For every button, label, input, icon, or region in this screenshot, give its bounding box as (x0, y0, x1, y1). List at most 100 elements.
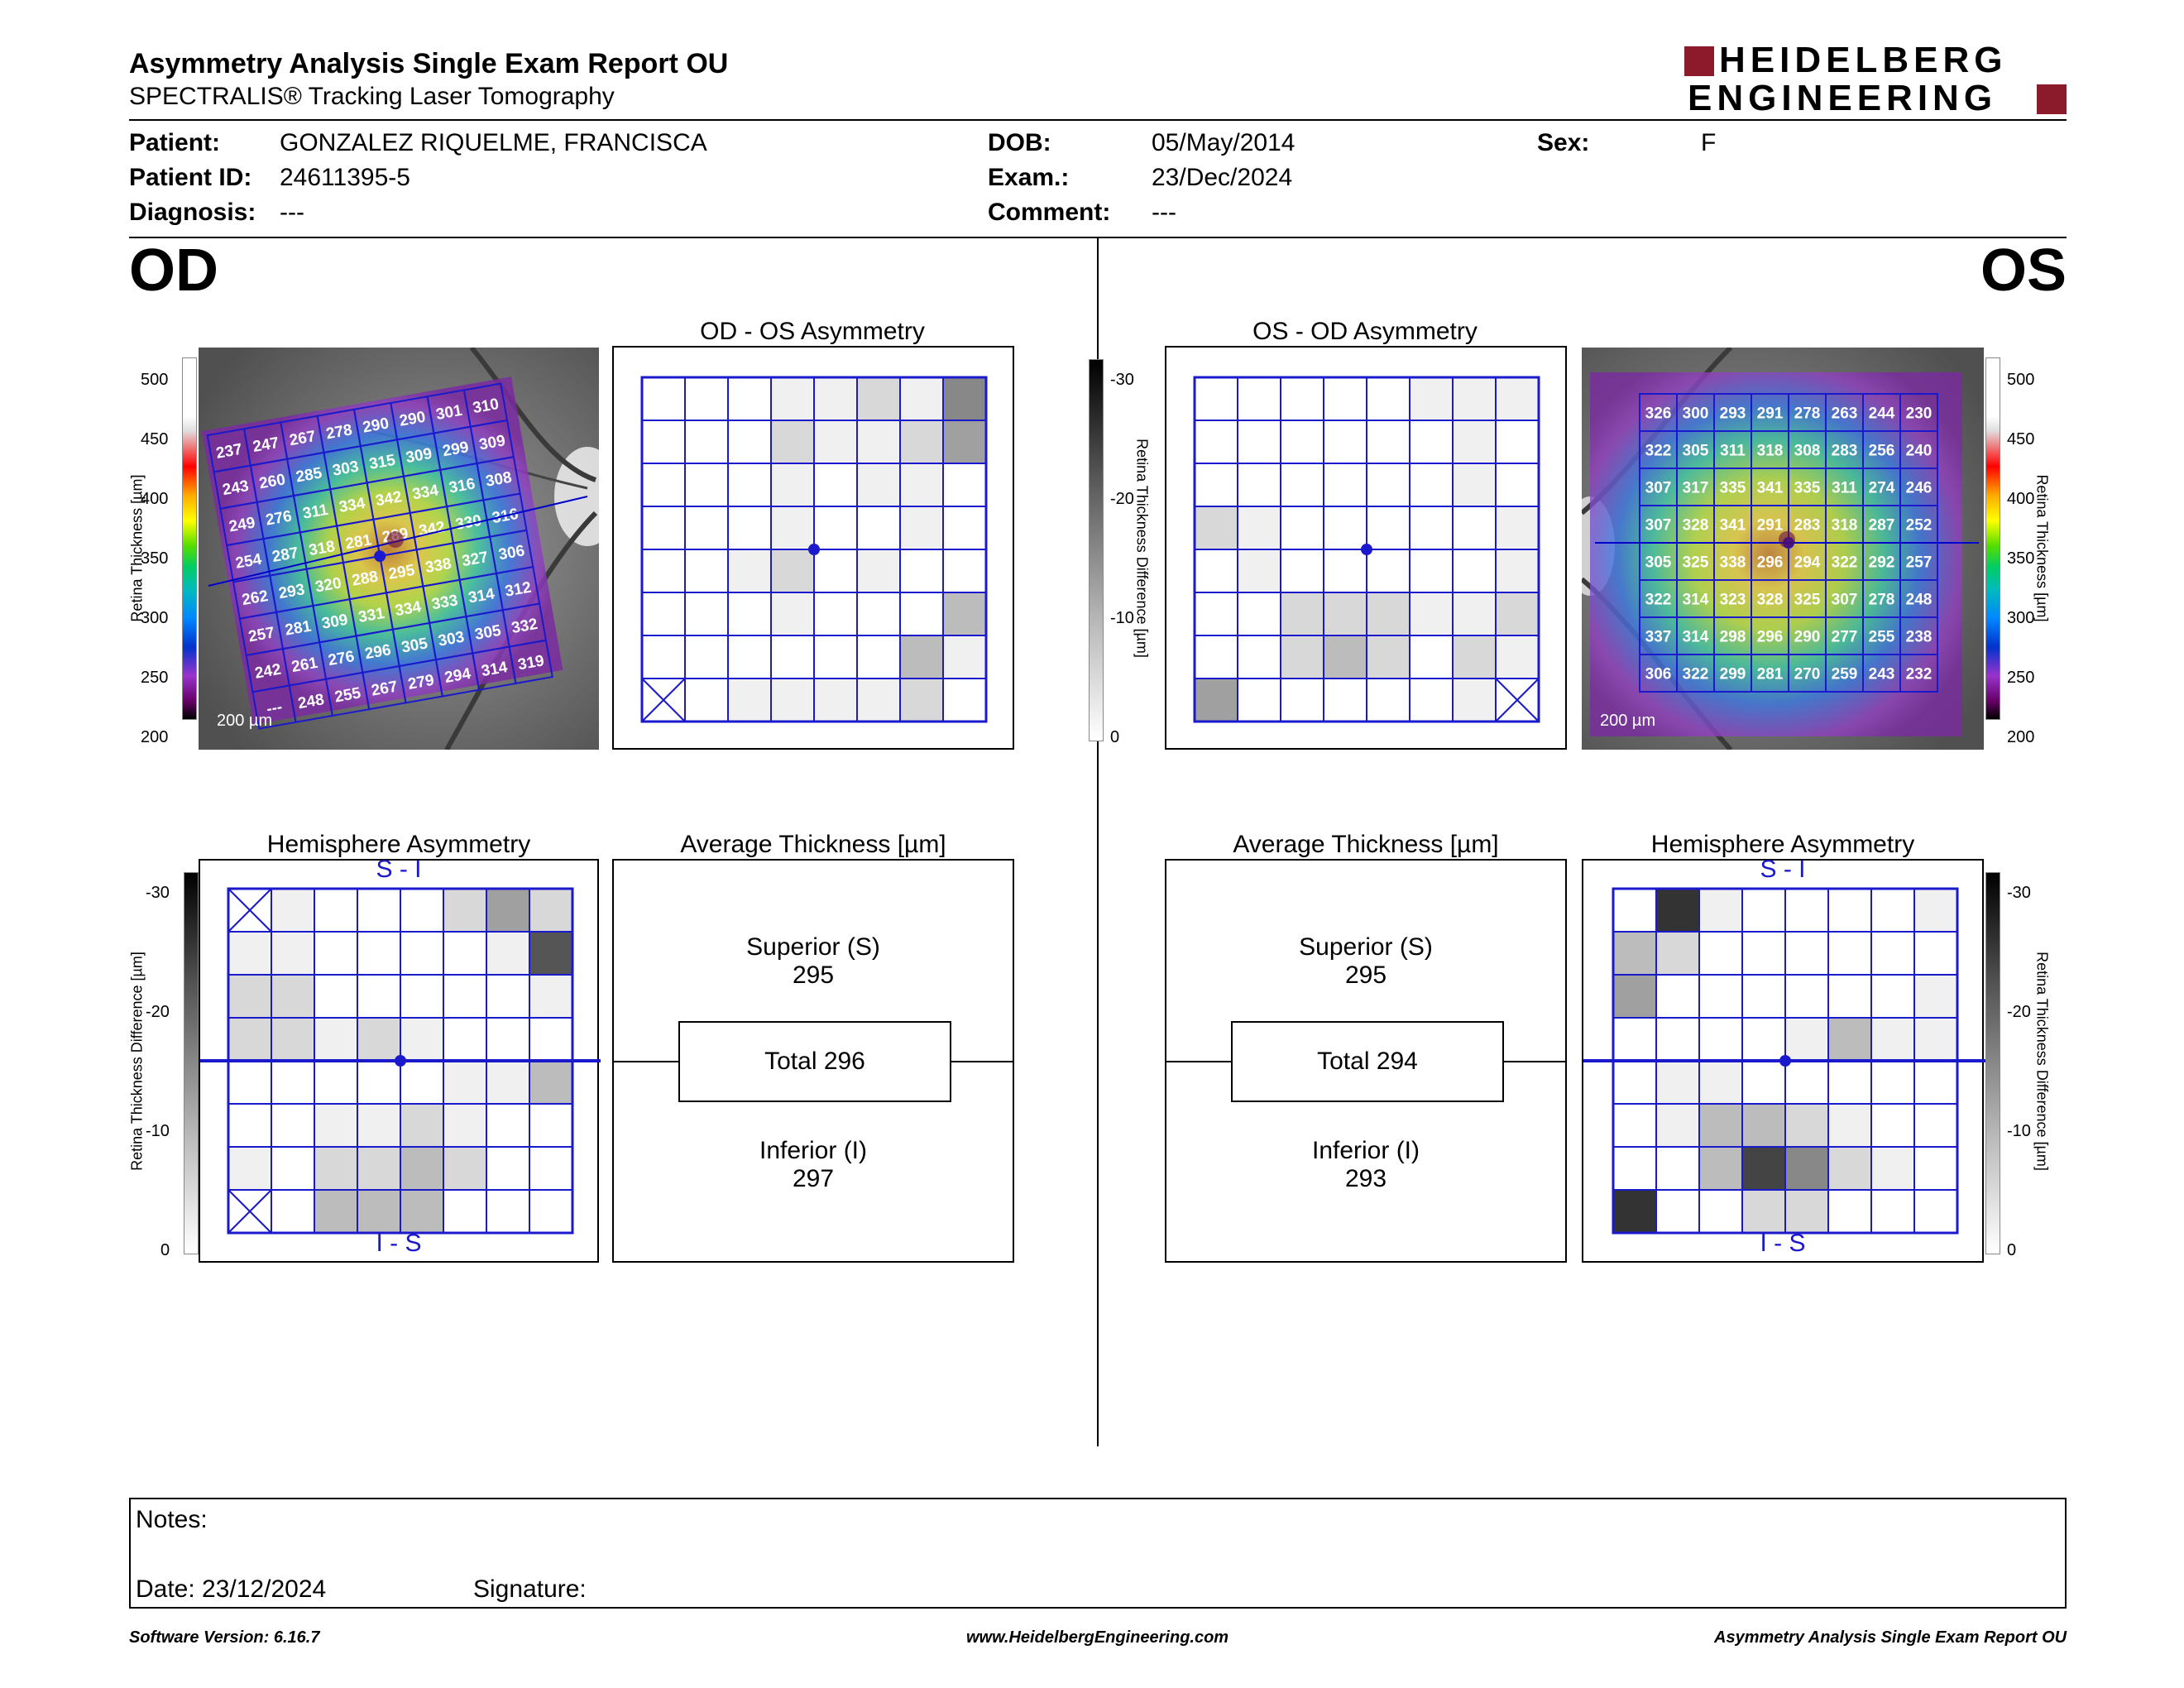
grid-cell (1194, 592, 1238, 636)
map-cell (1899, 654, 1938, 693)
grid-cell (1452, 635, 1497, 679)
grid-cell (813, 506, 858, 550)
grid-cell (1741, 974, 1786, 1019)
thickness-axis-label: Retina Thickness [µm] (2033, 474, 2051, 622)
grid-cell (228, 974, 272, 1019)
grid-cell (1827, 974, 1872, 1019)
grid-cell (1323, 549, 1367, 593)
thickness-gradient (1985, 357, 2000, 720)
grid-cell (1409, 678, 1454, 722)
thickness-value: 244 (1869, 405, 1895, 423)
thickness-value: 283 (1832, 443, 1858, 460)
grid-cell (1452, 506, 1497, 550)
thickness-tick: 300 (2007, 609, 2035, 627)
grid-cell (357, 931, 401, 976)
grid-cell (1655, 1146, 1700, 1191)
grid-cell (1870, 1017, 1915, 1062)
grid-cell (641, 463, 686, 507)
grid-cell (1452, 463, 1497, 507)
os-eye-label: OS (1980, 237, 2067, 304)
thickness-value: 298 (1720, 629, 1746, 646)
grid-cell (228, 1017, 272, 1062)
grid-cell (486, 1060, 530, 1105)
grid-cell (1366, 376, 1410, 421)
grid-cell (813, 376, 858, 421)
grid-cell (486, 1017, 530, 1062)
grid-cell (314, 1017, 358, 1062)
grid-cell (1194, 463, 1238, 507)
patient-id-value: 24611395-5 (280, 164, 410, 191)
grid-cell (942, 376, 987, 421)
notes-signature-label: Signature: (473, 1575, 587, 1603)
grid-cell (1323, 635, 1367, 679)
thickness-value: 322 (1645, 443, 1672, 460)
excluded-cell-mark (228, 888, 272, 933)
thickness-value: 283 (1794, 517, 1821, 535)
thickness-gradient (182, 357, 197, 720)
grid-cell (486, 1189, 530, 1234)
header-divider (129, 119, 2067, 121)
patient-label: Patient: (129, 129, 221, 156)
logo-line1: HEIDELBERG (1719, 40, 2008, 80)
diff-gradient (184, 872, 199, 1254)
thickness-tick: 400 (141, 490, 169, 508)
grid-cell (314, 1103, 358, 1148)
thickness-value: 314 (1683, 592, 1709, 609)
grid-cell (1194, 635, 1238, 679)
grid-cell (770, 463, 815, 507)
thickness-tick: 200 (141, 728, 169, 746)
od-thickness-colorbar: 500 450 400 350 300 250 200 Retina Thick… (124, 348, 199, 746)
comment-label: Comment: (988, 199, 1111, 226)
grid-cell (727, 635, 772, 679)
grid-cell (314, 1146, 358, 1191)
grid-cell (899, 463, 944, 507)
grid-cell (1409, 506, 1454, 550)
grid-cell (228, 1103, 272, 1148)
grid-cell (856, 678, 901, 722)
od-hemisphere-grid (200, 887, 601, 1235)
thickness-value: 274 (1869, 480, 1895, 497)
grid-cell (641, 635, 686, 679)
grid-cell (1741, 931, 1786, 976)
grid-cell (727, 678, 772, 722)
grid-cell (1409, 463, 1454, 507)
grid-cell (357, 1146, 401, 1191)
grid-cell (684, 678, 729, 722)
grid-cell (1741, 1017, 1786, 1062)
thickness-value: 240 (1906, 443, 1933, 460)
thickness-value: 299 (1720, 666, 1746, 683)
notes-label: Notes: (136, 1506, 208, 1533)
thickness-value: 305 (1683, 443, 1709, 460)
od-superior-value: 295 (792, 961, 835, 989)
thickness-value: 255 (1869, 629, 1895, 646)
grid-cell (727, 549, 772, 593)
grid-cell (1612, 1017, 1657, 1062)
diagnosis-value: --- (280, 199, 304, 226)
os-hemisphere-grid (1583, 887, 1985, 1235)
grid-cell (443, 974, 487, 1019)
od-hemi-title: Hemisphere Asymmetry (266, 831, 531, 858)
grid-border (640, 376, 988, 723)
grid-cell (529, 1103, 573, 1148)
grid-cell (357, 1189, 401, 1234)
notes-box[interactable]: Notes: Date: 23/12/2024 Signature: (129, 1498, 2067, 1609)
grid-cell (684, 592, 729, 636)
grid-cell (443, 1060, 487, 1105)
excluded-cell-mark (228, 1189, 272, 1234)
grid-cell (1784, 1060, 1829, 1105)
od-inferior-label: Inferior (I) (759, 1137, 868, 1164)
grid-cell (1655, 1103, 1700, 1148)
grid-cell (1323, 506, 1367, 550)
thickness-value: 328 (1683, 517, 1709, 535)
logo-square-bottom (2037, 84, 2067, 114)
grid-cell (1655, 1060, 1700, 1105)
footer-website[interactable]: www.HeidelbergEngineering.com (966, 1628, 1229, 1647)
grid-cell (357, 888, 401, 933)
grid-cell (1495, 635, 1540, 679)
grid-cell (899, 376, 944, 421)
grid-cell (1913, 1060, 1958, 1105)
grid-cell (899, 678, 944, 722)
comment-value: --- (1152, 199, 1176, 226)
fovea-marker (395, 1055, 406, 1067)
grid-cell (1280, 549, 1324, 593)
